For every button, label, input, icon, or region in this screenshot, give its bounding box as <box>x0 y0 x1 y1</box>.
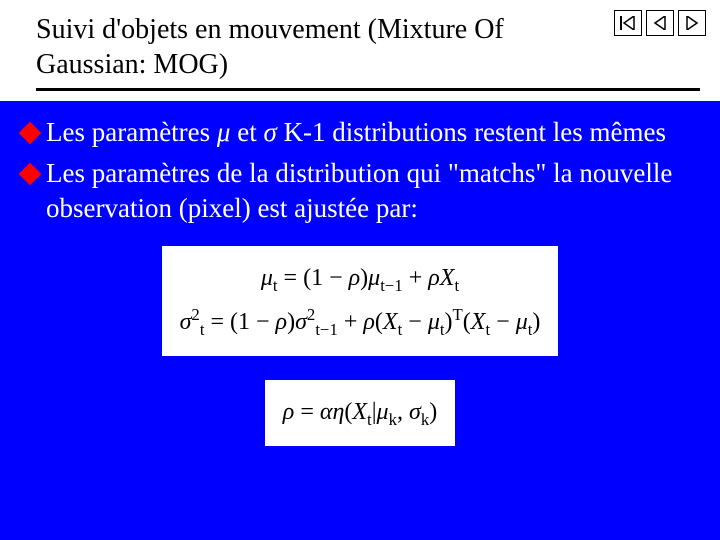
text-span: et <box>230 117 263 147</box>
sigma-symbol: σ <box>263 117 276 147</box>
sub: k <box>389 410 397 429</box>
equation-block-2: ρ = αη(Xt|μk, σk) <box>22 380 698 446</box>
op: + <box>338 309 364 335</box>
bullet-text-2: Les paramètres de la distribution qui "m… <box>46 156 698 226</box>
var: ρ <box>363 309 375 335</box>
var: μ <box>428 309 440 335</box>
sub: t−1 <box>380 276 403 295</box>
op: − <box>490 309 516 335</box>
chevron-right-icon <box>685 16 699 30</box>
var: X <box>471 309 486 335</box>
var: μ <box>377 399 389 425</box>
skip-start-icon <box>620 16 636 30</box>
op: = (1 − <box>278 265 349 291</box>
var: X <box>352 399 367 425</box>
var: σ <box>295 309 307 335</box>
equation-rho: ρ = αη(Xt|μk, σk) <box>283 392 437 434</box>
content-area: Les paramètres μ et σ K-1 distributions … <box>0 101 720 446</box>
equation-box: ρ = αη(Xt|μk, σk) <box>265 380 455 446</box>
op: ) <box>445 309 453 335</box>
nav-first-button[interactable] <box>614 10 642 36</box>
text-span: Les paramètres <box>46 117 217 147</box>
page-title: Suivi d'objets en mouvement (Mixture Of … <box>36 12 596 82</box>
op: ) <box>287 309 295 335</box>
bullet-icon <box>19 122 42 145</box>
var: X <box>383 309 398 335</box>
sub: k <box>421 410 429 429</box>
sub: t−1 <box>315 319 338 338</box>
equation-sigma: σ2t = (1 − ρ)σ2t−1 + ρ(Xt − μt)T(Xt − μt… <box>180 301 541 344</box>
op: ) <box>360 265 368 291</box>
var: μ <box>368 265 380 291</box>
op: − <box>402 309 428 335</box>
list-item: Les paramètres de la distribution qui "m… <box>22 156 698 226</box>
bullet-icon <box>19 163 42 186</box>
op: = <box>294 399 320 425</box>
header: Suivi d'objets en mouvement (Mixture Of … <box>0 0 720 101</box>
op: ( <box>375 309 383 335</box>
mu-symbol: μ <box>217 117 231 147</box>
var: ρ <box>428 265 440 291</box>
op: ) <box>429 399 437 425</box>
header-rule <box>36 88 700 91</box>
op: , <box>397 399 409 425</box>
var: μ <box>261 265 273 291</box>
var: ρ <box>283 399 295 425</box>
equation-block-1: μt = (1 − ρ)μt−1 + ρXt σ2t = (1 − ρ)σ2t−… <box>22 246 698 356</box>
var: σ <box>409 399 421 425</box>
var: μ <box>516 309 528 335</box>
nav-next-button[interactable] <box>678 10 706 36</box>
op: ( <box>463 309 471 335</box>
equation-box: μt = (1 − ρ)μt−1 + ρXt σ2t = (1 − ρ)σ2t−… <box>162 246 559 356</box>
text-span: K-1 distributions restent les mêmes <box>277 117 666 147</box>
nav-prev-button[interactable] <box>646 10 674 36</box>
sup: T <box>453 305 463 324</box>
nav-button-group <box>614 10 706 36</box>
op: = (1 − <box>204 309 275 335</box>
equation-mu: μt = (1 − ρ)μt−1 + ρXt <box>180 258 541 300</box>
op: ) <box>532 309 540 335</box>
var: X <box>440 265 455 291</box>
op: + <box>403 265 429 291</box>
chevron-left-icon <box>653 16 667 30</box>
var: σ <box>180 309 192 335</box>
bullet-text-1: Les paramètres μ et σ K-1 distributions … <box>46 115 698 150</box>
var: ρ <box>349 265 361 291</box>
var: α <box>320 399 333 425</box>
list-item: Les paramètres μ et σ K-1 distributions … <box>22 115 698 150</box>
sub: t <box>454 276 459 295</box>
sup: 2 <box>191 305 199 324</box>
var: η <box>332 399 344 425</box>
var: ρ <box>276 309 288 335</box>
